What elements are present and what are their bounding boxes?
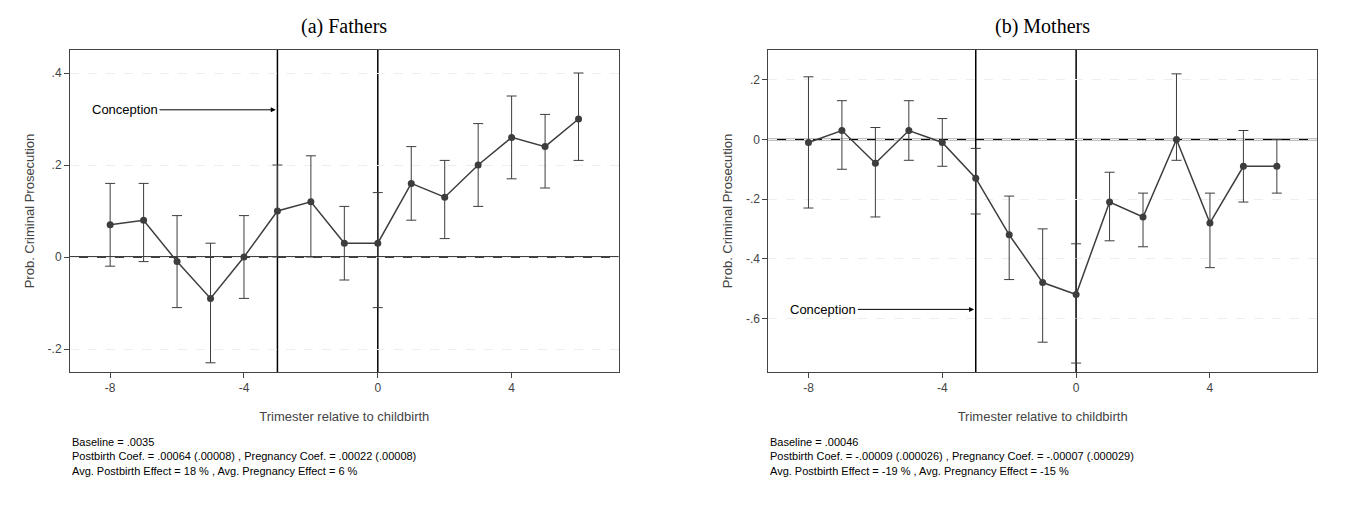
svg-text:-8: -8: [105, 381, 116, 395]
svg-text:Trimester relative to childbir: Trimester relative to childbirth: [958, 409, 1128, 424]
svg-text:-4: -4: [239, 381, 250, 395]
svg-text:-.2: -.2: [48, 342, 62, 356]
svg-text:.2: .2: [750, 73, 760, 87]
svg-text:-4: -4: [937, 381, 948, 395]
svg-text:Conception: Conception: [790, 302, 856, 317]
svg-text:.2: .2: [52, 158, 62, 172]
svg-text:0: 0: [753, 133, 760, 147]
svg-text:Trimester relative to childbir: Trimester relative to childbirth: [259, 409, 429, 424]
svg-text:4: 4: [508, 381, 515, 395]
svg-text:-.6: -.6: [746, 312, 760, 326]
svg-text:0: 0: [55, 250, 62, 264]
svg-text:(b) Mothers: (b) Mothers: [995, 15, 1090, 38]
svg-text:Conception: Conception: [92, 102, 158, 117]
svg-text:Prob. Criminal Prosecution: Prob. Criminal Prosecution: [720, 134, 735, 289]
svg-text:Prob. Criminal Prosecution: Prob. Criminal Prosecution: [22, 134, 37, 289]
svg-text:Baseline = .00046Postbirth Coe: Baseline = .00046Postbirth Coef. = -.000…: [770, 436, 1134, 477]
svg-text:.4: .4: [52, 66, 62, 80]
svg-text:0: 0: [1073, 381, 1080, 395]
svg-text:Baseline = .0035Postbirth Coef: Baseline = .0035Postbirth Coef. = .00064…: [72, 436, 416, 477]
svg-text:(a) Fathers: (a) Fathers: [301, 15, 387, 38]
svg-text:-.2: -.2: [746, 192, 760, 206]
svg-text:-8: -8: [803, 381, 814, 395]
svg-text:-.4: -.4: [746, 252, 760, 266]
svg-text:0: 0: [374, 381, 381, 395]
svg-text:4: 4: [1207, 381, 1214, 395]
